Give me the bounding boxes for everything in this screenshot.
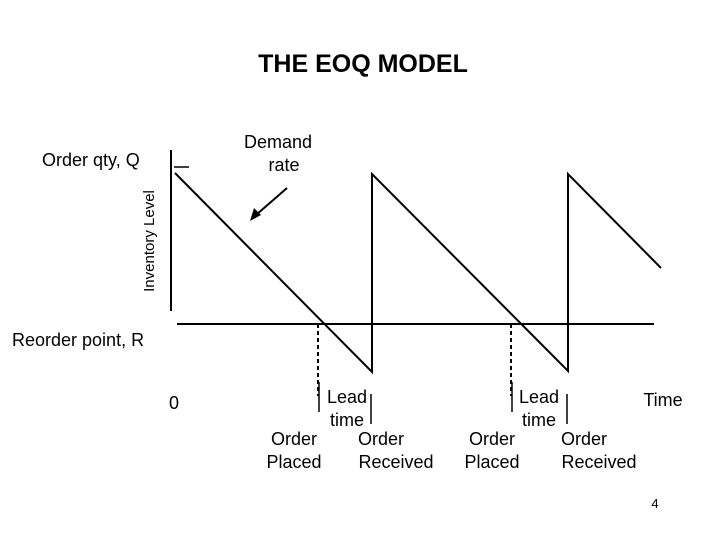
order-qty-label: Order qty, Q <box>42 150 140 170</box>
slide-title: THE EOQ MODEL <box>258 50 468 78</box>
lead-time-2-line2: time <box>522 410 556 430</box>
origin-label: 0 <box>169 393 179 413</box>
inventory-sawtooth <box>174 171 662 375</box>
lead-time-1-line2: time <box>330 410 364 430</box>
order-placed-2-line2: Placed <box>464 452 519 472</box>
order-placed-1-line2: Placed <box>266 452 321 472</box>
page-number: 4 <box>651 496 658 511</box>
demand-rate-arrowhead <box>250 208 261 221</box>
order-received-1-line1: Order <box>358 429 404 449</box>
lead-time-2-line1: Lead <box>519 387 559 407</box>
order-received-2-line2: Received <box>561 452 636 472</box>
demand-rate-label-line2: rate <box>268 155 299 175</box>
order-placed-1-line1: Order <box>271 429 317 449</box>
time-axis-label: Time <box>643 390 682 410</box>
demand-rate-arrow <box>255 187 288 216</box>
order-placed-2-line1: Order <box>469 429 515 449</box>
lead-time-1-line1: Lead <box>327 387 367 407</box>
order-received-1-line2: Received <box>358 452 433 472</box>
reorder-point-label: Reorder point, R <box>12 330 144 350</box>
demand-rate-label-line1: Demand <box>244 132 312 152</box>
order-received-2-line1: Order <box>561 429 607 449</box>
y-axis-label: Inventory Level <box>141 190 158 292</box>
